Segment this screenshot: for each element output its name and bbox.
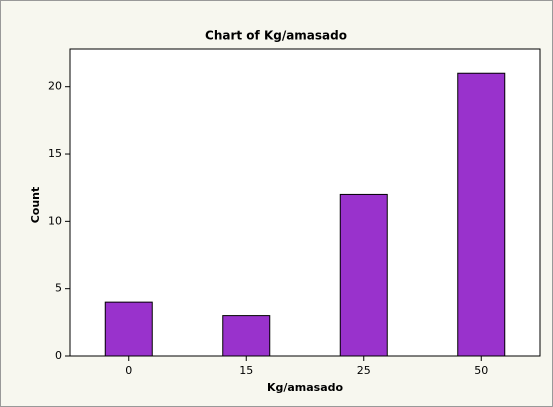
y-tick-label: 0 [55,349,62,362]
x-axis-label: Kg/amasado [267,381,344,394]
y-tick-label: 20 [48,80,62,93]
x-tick-label: 15 [239,364,253,377]
y-tick-label: 5 [55,282,62,295]
y-axis-label: Count [29,187,42,224]
x-tick-label: 50 [474,364,488,377]
x-tick-label: 25 [357,364,371,377]
bar [457,72,506,357]
bar [222,315,271,357]
y-tick-label: 15 [48,147,62,160]
bar [339,193,388,357]
chart-title: Chart of Kg/amasado [205,29,347,43]
bar [104,301,153,357]
x-tick-label: 0 [125,364,132,377]
y-tick-label: 10 [48,214,62,227]
